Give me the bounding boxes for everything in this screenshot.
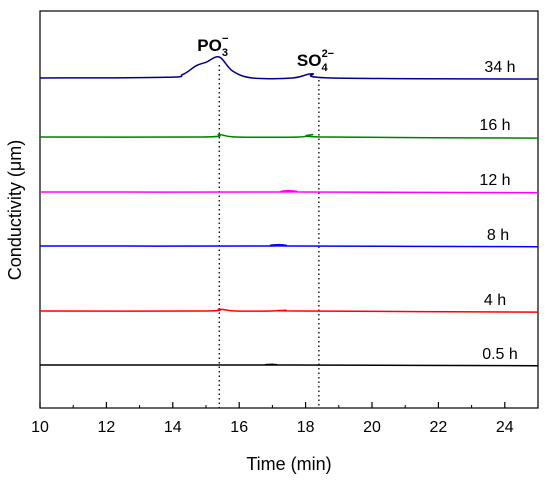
x-tick-label: 20 xyxy=(363,419,381,436)
marker-lines: PO3− SO42− xyxy=(197,33,334,408)
x-tick-label: 16 xyxy=(230,419,248,436)
series-label: 8 h xyxy=(487,227,509,244)
series-label: 16 h xyxy=(479,117,510,134)
y-axis-title: Conductivity (μm) xyxy=(5,140,25,280)
x-tick-label: 22 xyxy=(430,419,448,436)
series-line xyxy=(39,55,539,80)
series-label: 4 h xyxy=(484,292,506,309)
x-tick-label: 14 xyxy=(164,419,182,436)
x-axis-title: Time (min) xyxy=(246,454,331,474)
series-line xyxy=(39,243,539,248)
series-label: 12 h xyxy=(479,172,510,189)
series-line xyxy=(39,308,539,313)
plot-frame xyxy=(39,10,539,409)
series-lines: 0.5 h 4 h 8 h 12 h 16 h 34 h xyxy=(39,55,539,367)
series-line xyxy=(39,363,539,367)
x-tick-label: 10 xyxy=(31,419,49,436)
marker-label: SO42− xyxy=(297,48,334,74)
x-tick-label: 24 xyxy=(496,419,514,436)
x-tick-label: 18 xyxy=(297,419,315,436)
x-tick-label: 12 xyxy=(98,419,116,436)
x-axis-ticks: 10 12 14 16 18 20 22 24 xyxy=(31,402,514,436)
series-label: 34 h xyxy=(484,59,515,76)
series-label: 0.5 h xyxy=(482,346,518,363)
series-line xyxy=(39,133,539,139)
series-line xyxy=(39,189,539,194)
marker-label: PO3− xyxy=(197,33,228,59)
